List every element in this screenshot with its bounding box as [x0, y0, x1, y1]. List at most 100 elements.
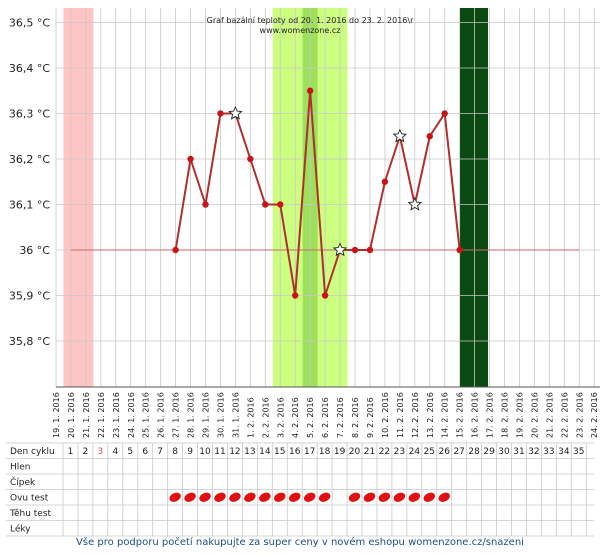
- x-tick-label: 21. 1. 2016: [82, 392, 91, 438]
- ovu-test-mark: [438, 492, 450, 502]
- x-tick-label: 20. 2. 2016: [530, 392, 539, 438]
- cycle-day-number: 24: [409, 447, 421, 457]
- cycle-day-number: 23: [394, 447, 405, 457]
- cycle-day-number: 15: [274, 447, 285, 457]
- table-row-label: Léky: [10, 524, 31, 535]
- cycle-day-number: 33: [543, 447, 554, 457]
- cycle-day-number: 13: [244, 447, 255, 457]
- cycle-day-number: 31: [513, 447, 524, 457]
- x-tick-label: 24. 1. 2016: [127, 392, 136, 438]
- cycle-day-number: 19: [334, 447, 346, 457]
- ovu-test-mark: [184, 492, 196, 502]
- x-tick-label: 22. 1. 2016: [97, 392, 106, 438]
- x-tick-label: 6. 2. 2016: [321, 397, 330, 438]
- y-tick-label: 36,2 °C: [9, 153, 50, 166]
- data-point: [426, 133, 433, 140]
- x-tick-label: 23. 2. 2016: [575, 392, 584, 438]
- x-tick-label: 21. 2. 2016: [545, 392, 554, 438]
- cycle-day-number: 16: [289, 447, 301, 457]
- cycle-day-number: 25: [424, 447, 435, 457]
- data-point: [202, 201, 209, 208]
- table-row-label: Den cyklu: [10, 447, 55, 457]
- x-tick-label: 29. 1. 2016: [202, 392, 211, 438]
- ovu-test-mark: [169, 492, 181, 502]
- cycle-day-number: 8: [172, 447, 178, 457]
- y-tick-label: 36 °C: [19, 244, 50, 257]
- x-tick-label: 5. 2. 2016: [306, 397, 315, 438]
- band-0: [63, 8, 94, 387]
- data-point: [441, 110, 448, 117]
- ovu-test-mark: [259, 492, 271, 502]
- data-point: [292, 292, 299, 299]
- cycle-day-number: 20: [349, 447, 361, 457]
- y-tick-label: 36,3 °C: [9, 108, 50, 121]
- x-tick-label: 31. 1. 2016: [231, 392, 240, 438]
- cycle-day-number: 26: [438, 447, 450, 457]
- x-tick-label: 18. 2. 2016: [501, 392, 510, 438]
- cycle-day-number: 17: [304, 447, 315, 457]
- table-row-labels: Den cyklu Hlen Čípek Ovu test Těhu test Léky: [9, 447, 55, 535]
- data-point: [321, 292, 329, 299]
- data-point: [262, 201, 269, 208]
- ovu-test-mark: [214, 492, 226, 502]
- data-point: [247, 155, 254, 163]
- x-tick-label: 22. 2. 2016: [560, 392, 569, 438]
- x-tick-label: 23. 1. 2016: [112, 392, 121, 438]
- data-point: [306, 87, 314, 94]
- data-point: [277, 201, 284, 208]
- table-ovu-test-marks: [169, 492, 450, 502]
- x-tick-label: 30. 1. 2016: [216, 392, 225, 438]
- data-point: [456, 246, 463, 254]
- data-point: [366, 246, 374, 254]
- x-tick-label: 4. 2. 2016: [291, 397, 300, 438]
- x-tick-label: 27. 1. 2016: [172, 392, 181, 438]
- x-tick-label: 24. 2. 2016: [590, 392, 599, 438]
- cycle-day-number: 35: [573, 447, 584, 457]
- x-tick-label: 19. 2. 2016: [515, 392, 524, 438]
- ovu-test-mark: [423, 492, 435, 502]
- ovu-test-mark: [229, 492, 241, 502]
- x-tick-label: 26. 1. 2016: [157, 392, 166, 438]
- x-tick-label: 20. 1. 2016: [67, 392, 76, 438]
- x-tick-label: 7. 2. 2016: [336, 397, 345, 438]
- y-tick-label: 36,5 °C: [9, 17, 50, 30]
- band-3: [459, 8, 489, 387]
- x-tick-label: 13. 2. 2016: [426, 392, 435, 438]
- cycle-day-number: 27: [453, 447, 464, 457]
- x-tick-label: 12. 2. 2016: [411, 392, 420, 438]
- cycle-day-number: 7: [157, 447, 163, 457]
- data-point-star: [392, 128, 408, 143]
- cycle-day-number: 5: [127, 447, 133, 457]
- y-tick-label: 35,8 °C: [9, 335, 50, 348]
- y-axis-labels: 35,8 °C 35,9 °C 36 °C 36,1 °C 36,2 °C 36,3 °C…: [9, 17, 50, 349]
- y-tick-label: 35,9 °C: [9, 290, 50, 303]
- cycle-day-number: 18: [319, 447, 331, 457]
- footer-promo-text[interactable]: Vše pro podporu početí nakupujte za supe…: [76, 537, 524, 548]
- x-tick-label: 15. 2. 2016: [456, 392, 465, 438]
- x-tick-label: 25. 1. 2016: [142, 392, 151, 438]
- cycle-day-number: 3: [98, 447, 104, 457]
- chart-title: Graf bazální teploty od 20. 1. 2016 do 2…: [207, 16, 414, 25]
- cycle-day-number: 1: [68, 447, 74, 457]
- x-tick-label: 3. 2. 2016: [276, 397, 285, 438]
- x-axis-labels: 19. 1. 2016 20. 1. 2016 21. 1. 2016 22. 1. …: [52, 392, 599, 438]
- cycle-day-number: 2: [83, 447, 89, 457]
- x-tick-label: 10. 2. 2016: [381, 392, 390, 438]
- cycle-day-number: 21: [364, 447, 375, 457]
- ovu-test-mark: [289, 492, 301, 502]
- data-point-star: [228, 105, 243, 120]
- cycle-day-number: 10: [199, 447, 211, 457]
- temperature-series: [172, 87, 463, 299]
- ovu-test-mark: [244, 492, 256, 502]
- data-point-star: [407, 196, 423, 211]
- cycle-day-number: 14: [259, 447, 271, 457]
- x-tick-label: 17. 2. 2016: [486, 392, 495, 438]
- ovu-test-mark: [348, 492, 361, 502]
- ovu-test-mark: [274, 492, 286, 502]
- table-row-label: Ovu test: [10, 494, 49, 504]
- cycle-day-number: 28: [468, 447, 480, 457]
- cycle-day-number: 9: [187, 447, 193, 457]
- x-tick-label: 9. 2. 2016: [366, 397, 375, 438]
